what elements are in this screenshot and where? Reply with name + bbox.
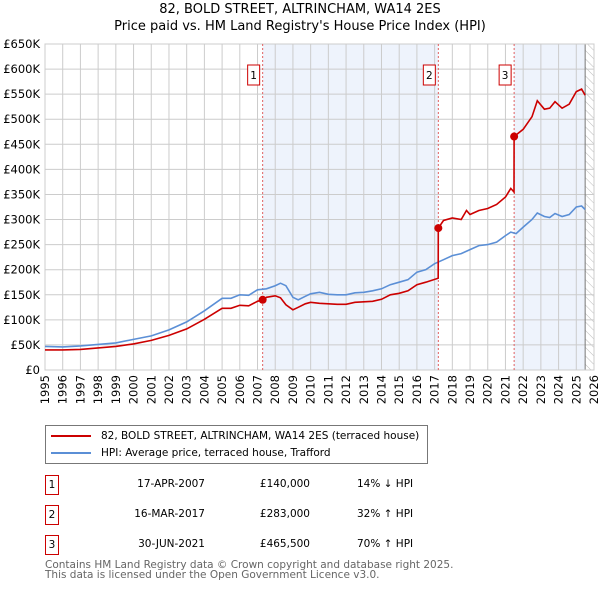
x-tick-label: 2020 <box>481 375 495 404</box>
sale-price: £140,000 <box>259 478 310 490</box>
x-tick-label: 2006 <box>233 375 247 404</box>
x-tick-label: 1997 <box>73 375 87 404</box>
sale-marker-box <box>498 64 512 86</box>
x-tick-label: 1999 <box>109 375 123 404</box>
y-tick-label: £300K <box>3 213 40 227</box>
sale-number: 3 <box>45 535 59 555</box>
forecast-hatch <box>585 44 594 370</box>
sale-marker-label: 1 <box>250 70 257 82</box>
footer-line-2: This data is licensed under the Open Gov… <box>45 569 380 581</box>
x-tick-label: 2025 <box>569 375 583 404</box>
sale-hpi-diff: 70% ↑ HPI <box>357 538 414 550</box>
sale-hpi-diff: 14% ↓ HPI <box>357 478 414 490</box>
plot-border <box>44 43 595 371</box>
x-tick-label: 2010 <box>304 375 318 404</box>
x-tick-label: 2004 <box>197 375 211 404</box>
sale-price: £283,000 <box>259 508 310 520</box>
legend-item-property: 82, BOLD STREET, ALTRINCHAM, WA14 2ES (t… <box>51 428 419 444</box>
legend: 82, BOLD STREET, ALTRINCHAM, WA14 2ES (t… <box>45 425 428 464</box>
footer-attribution: Contains HM Land Registry data © Crown c… <box>45 559 454 581</box>
x-tick-label: 2021 <box>498 375 512 404</box>
x-tick-label: 2007 <box>251 375 265 404</box>
sale-marker-box <box>247 64 261 86</box>
x-tick-label: 2001 <box>144 375 158 404</box>
sale-marker-label: 2 <box>426 70 433 82</box>
sale-point <box>510 132 519 141</box>
sale-marker-box <box>422 64 436 86</box>
y-tick-label: £500K <box>3 112 40 126</box>
x-tick-label: 2005 <box>215 375 229 404</box>
x-tick-label: 2011 <box>321 375 335 404</box>
hpi-line <box>44 205 586 348</box>
chart-title: 82, BOLD STREET, ALTRINCHAM, WA14 2ES <box>159 2 441 17</box>
sale-hpi-diff: 32% ↑ HPI <box>357 508 414 520</box>
shaded-period <box>262 44 439 370</box>
x-tick-label: 1996 <box>56 375 70 404</box>
sale-number: 1 <box>45 475 59 495</box>
x-tick-label: 2019 <box>463 375 477 404</box>
sale-price: £465,500 <box>259 538 310 550</box>
sale-point <box>434 224 443 233</box>
plot-area: 1995 1996 1997 1998 1999 2000 2001 2002 2003 2004… <box>3 37 600 404</box>
sale-marker-label: 3 <box>502 70 509 82</box>
legend-label: 82, BOLD STREET, ALTRINCHAM, WA14 2ES (t… <box>101 430 420 442</box>
y-tick-label: £200K <box>3 263 40 277</box>
legend-label: HPI: Average price, terraced house, Traf… <box>101 447 331 459</box>
x-tick-label: 2013 <box>357 375 371 404</box>
y-tick-label: £650K <box>3 37 40 51</box>
shaded-period <box>514 44 586 370</box>
y-tick-label: £400K <box>3 162 40 176</box>
y-tick-label: £350K <box>3 187 40 201</box>
chart-subtitle: Price paid vs. HM Land Registry's House … <box>114 19 486 34</box>
x-tick-label: 2009 <box>286 375 300 404</box>
x-tick-label: 2023 <box>534 375 548 404</box>
x-tick-label: 2024 <box>552 375 566 404</box>
x-tick-label: 2016 <box>410 375 424 404</box>
y-tick-label: £150K <box>3 288 40 302</box>
sale-point <box>258 295 267 304</box>
x-tick-label: 2000 <box>127 375 141 404</box>
legend-item-hpi: HPI: Average price, terraced house, Traf… <box>51 445 331 461</box>
x-tick-label: 2022 <box>516 375 530 404</box>
legend-swatch-blue <box>51 452 91 454</box>
x-tick-label: 2017 <box>428 375 442 404</box>
x-tick-label: 2002 <box>162 375 176 404</box>
legend-swatch-red <box>51 435 91 437</box>
y-tick-label: £50K <box>11 338 41 352</box>
x-tick-label: 2012 <box>339 375 353 404</box>
sale-date: 30-JUN-2021 <box>138 538 205 550</box>
x-tick-label: 2014 <box>374 375 388 404</box>
x-tick-label: 2026 <box>587 375 600 404</box>
x-tick-label: 2018 <box>445 375 459 404</box>
sale-row: 2 16-MAR-2017 £283,000 32% ↑ HPI <box>45 505 465 525</box>
x-tick-label: 2008 <box>268 375 282 404</box>
y-tick-label: £550K <box>3 87 40 101</box>
sale-number: 2 <box>45 505 59 525</box>
x-tick-label: 1995 <box>38 375 52 404</box>
y-tick-label: £0 <box>25 363 40 377</box>
sale-row: 3 30-JUN-2021 £465,500 70% ↑ HPI <box>45 535 465 555</box>
x-tick-label: 2003 <box>180 375 194 404</box>
y-tick-label: £600K <box>3 62 40 76</box>
x-tick-label: 1998 <box>91 375 105 404</box>
y-tick-label: £450K <box>3 137 40 151</box>
y-tick-label: £100K <box>3 313 40 327</box>
footer-line-1: Contains HM Land Registry data © Crown c… <box>45 559 454 571</box>
sale-row: 1 17-APR-2007 £140,000 14% ↓ HPI <box>45 475 465 495</box>
sale-date: 16-MAR-2017 <box>134 508 205 520</box>
sale-date: 17-APR-2007 <box>137 478 205 490</box>
x-tick-label: 2015 <box>392 375 406 404</box>
y-tick-label: £250K <box>3 238 40 252</box>
price-paid-line <box>45 88 586 351</box>
